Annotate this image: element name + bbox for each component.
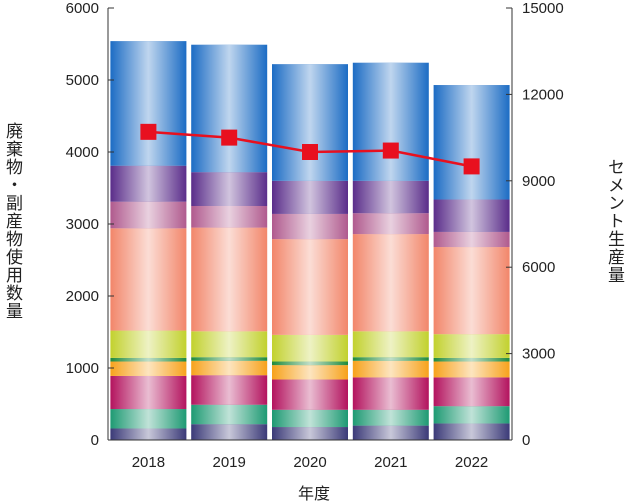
bar-segment-shade — [191, 44, 268, 173]
bar-segment-shade — [352, 357, 429, 361]
bar-segment-shade — [352, 234, 429, 332]
x-tick-label: 2019 — [213, 454, 246, 471]
bar-segment-shade — [352, 377, 429, 410]
bar-segment-shade — [272, 180, 348, 214]
y2-tick-label: 3000 — [522, 346, 555, 363]
bar-segment-shade — [110, 165, 187, 202]
bar-segment-shade — [352, 409, 429, 426]
bar-segment-shade — [110, 330, 187, 358]
bar-segment-shade — [110, 428, 187, 440]
line-layer — [140, 123, 480, 175]
bar-segment-shade — [433, 406, 510, 424]
bar-segment-shade — [110, 41, 187, 166]
bar-segment-shade — [272, 427, 348, 440]
bar-segment-shade — [191, 357, 268, 361]
bar-segment-shade — [191, 375, 268, 405]
x-tick-label: 2022 — [455, 454, 488, 471]
bar-segment-shade — [272, 409, 348, 428]
bar-segment-shade — [352, 62, 429, 181]
bars-layer — [110, 41, 510, 440]
bar-segment-shade — [272, 213, 348, 240]
x-tick-label: 2018 — [132, 454, 165, 471]
x-axis-label: 年度 — [298, 484, 331, 503]
bar-segment-shade — [191, 227, 268, 332]
y-tick-label: 5000 — [66, 72, 99, 89]
y-tick-label: 2000 — [66, 288, 99, 305]
bar-segment-shade — [272, 365, 348, 380]
bar-segment-shade — [433, 357, 510, 362]
y2-tick-label: 12000 — [522, 86, 564, 103]
x-tick-label: 2021 — [374, 454, 407, 471]
axes-layer: 0 1000 2000 3000 4000 5000 6000 0 3000 6000 9000 12… — [66, 0, 564, 471]
bar-segment-shade — [433, 231, 510, 248]
y-axis-label: 廃棄物・副産物使用数量 — [2, 122, 22, 320]
production-point — [140, 123, 157, 140]
bar-segment-shade — [433, 334, 510, 358]
y-tick-label: 3000 — [66, 216, 99, 233]
bar-segment-shade — [352, 425, 429, 440]
bar-segment-shade — [352, 331, 429, 358]
bar-segment-shade — [352, 360, 429, 378]
bar-segment-shade — [191, 424, 268, 440]
bar-segment-shade — [110, 375, 187, 410]
bar-segment-shade — [272, 64, 348, 181]
y2-tick-label: 9000 — [522, 173, 555, 190]
bar-segment-shade — [191, 404, 268, 425]
y-tick-label: 6000 — [66, 0, 99, 17]
production-point — [382, 142, 399, 159]
bar-segment-shade — [352, 180, 429, 214]
bar-segment-shade — [110, 228, 187, 331]
y2-tick-label: 15000 — [522, 0, 564, 17]
y-tick-label: 1000 — [66, 360, 99, 377]
bar-segment-shade — [272, 379, 348, 410]
bar-segment-shade — [433, 247, 510, 335]
bar-segment-shade — [272, 239, 348, 335]
production-point — [463, 158, 480, 175]
bar-segment-shade — [272, 334, 348, 362]
y-tick-label: 0 — [91, 432, 99, 449]
y2-tick-label: 0 — [522, 432, 530, 449]
bar-segment-shade — [191, 172, 268, 206]
y2-tick-label: 6000 — [522, 259, 555, 276]
production-point — [221, 129, 238, 146]
x-tick-label: 2020 — [293, 454, 326, 471]
bar-segment-shade — [110, 361, 187, 376]
bar-segment-shade — [433, 85, 510, 200]
bar-segment-shade — [272, 361, 348, 366]
bar-segment-shade — [433, 199, 510, 232]
bar-segment-shade — [433, 377, 510, 407]
bar-segment-shade — [191, 360, 268, 376]
bar-segment-shade — [191, 331, 268, 358]
bar-segment-shade — [110, 409, 187, 429]
bar-segment-shade — [352, 213, 429, 235]
y2-axis-label: セメント生産量 — [604, 158, 624, 284]
bar-segment-shade — [110, 357, 187, 362]
production-point — [302, 144, 318, 160]
bar-segment-shade — [110, 201, 187, 229]
bar-segment-shade — [433, 361, 510, 378]
y-tick-label: 4000 — [66, 144, 99, 161]
bar-segment-shade — [191, 206, 268, 228]
bar-segment-shade — [433, 423, 510, 440]
